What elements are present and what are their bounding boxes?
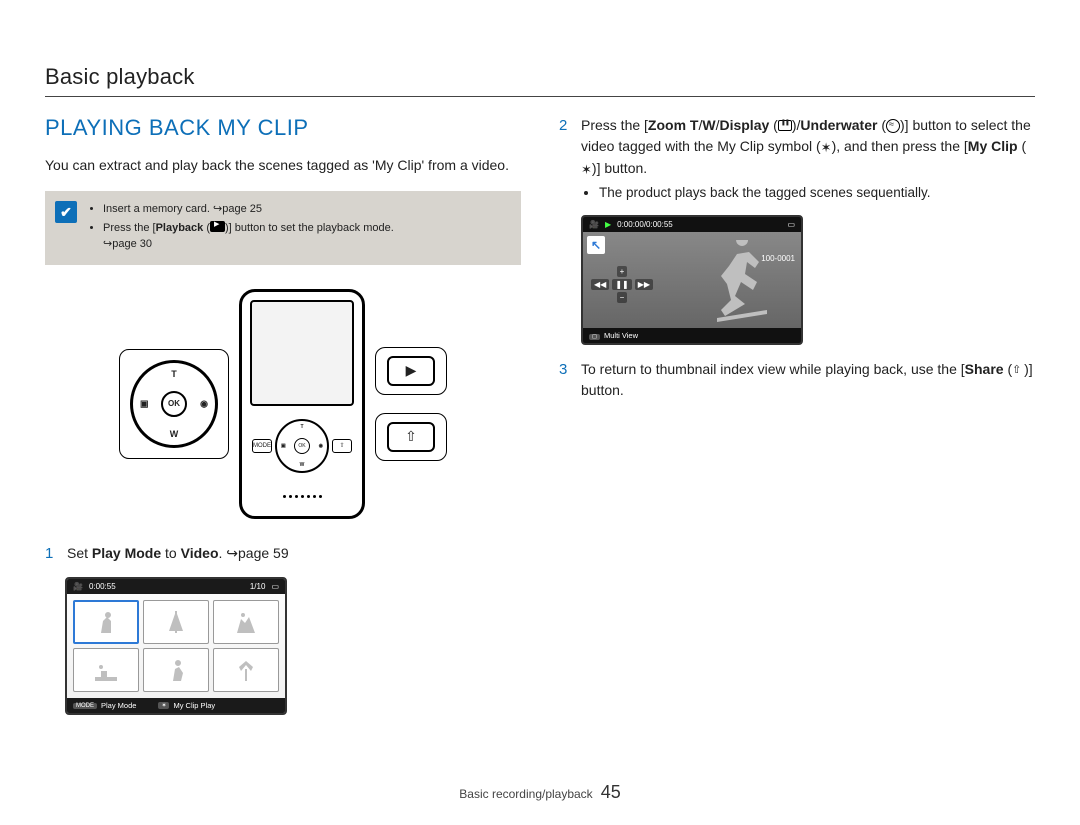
next-icon: ▶▶: [635, 279, 653, 290]
myclip-icon: ✶: [821, 138, 832, 158]
step-2: 2 Press the [Zoom T/W/Display ()/Underwa…: [559, 115, 1035, 203]
thumbnail: [143, 648, 209, 692]
underwater-icon: [886, 119, 900, 133]
share-icon: [1012, 364, 1024, 376]
lcd-playback-view: 🎥▶0:00:00/0:00:55 ▭ ↖ 100-0001 + ◀◀❚❚▶▶ …: [581, 215, 803, 345]
share-button-icon: ⇧: [332, 439, 352, 453]
right-column: 2 Press the [Zoom T/W/Display ()/Underwa…: [559, 115, 1035, 715]
mode-button-icon: MODE: [252, 439, 272, 453]
pause-icon: ❚❚: [612, 279, 631, 290]
dial-callout: T W ▣ ◉ OK: [119, 349, 229, 459]
thumbnail: [143, 600, 209, 644]
camcorder-device: MODE T W ▣ ◉ OK ⇧: [239, 289, 365, 519]
page-footer: Basic recording/playback45: [0, 782, 1080, 803]
lcd-thumbnail-view: 🎥0:00:55 1/10▭ MODEPlay Mode ✶My Clip Pl…: [65, 577, 287, 715]
zoom-plus-icon: +: [617, 266, 628, 277]
breadcrumb: Basic playback: [45, 64, 1035, 90]
display-icon: [778, 120, 792, 131]
thumbnail: [213, 600, 279, 644]
play-icon: ▶: [387, 356, 435, 386]
play-callout: ▶: [375, 347, 447, 395]
note-item: Insert a memory card. ↪page 25: [103, 201, 394, 218]
note-item: Press the [Playback ()] button to set th…: [103, 220, 394, 253]
share-callout: ⇧: [375, 413, 447, 461]
playback-controls: + ◀◀❚❚ ▶▶ −: [591, 266, 653, 303]
thumbnail: [73, 648, 139, 692]
prev-icon: ◀◀: [591, 279, 609, 290]
battery-icon: ▭: [787, 220, 795, 229]
skater-silhouette: [707, 240, 777, 322]
step-bullet: The product plays back the tagged scenes…: [599, 183, 1035, 203]
video-icon: 🎥: [73, 582, 83, 591]
step-1: 1 Set Play Mode to Video. ↪page 59: [45, 543, 521, 566]
thumbnail: [213, 648, 279, 692]
video-icon: 🎥: [589, 220, 599, 229]
myclip-icon: ✶: [581, 160, 592, 180]
device-illustration: T W ▣ ◉ OK MODE T W ▣: [45, 289, 521, 519]
note-box: ✔ Insert a memory card. ↪page 25 Press t…: [45, 191, 521, 265]
tag-icon: ↖: [587, 236, 605, 254]
step-3: 3 To return to thumbnail index view whil…: [559, 359, 1035, 401]
thumbnail: [73, 600, 139, 644]
left-column: PLAYING BACK MY CLIP You can extract and…: [45, 115, 521, 715]
header-rule: [45, 96, 1035, 97]
playback-icon: [210, 221, 225, 232]
intro-text: You can extract and play back the scenes…: [45, 155, 521, 175]
ok-button-icon: OK: [161, 391, 187, 417]
battery-icon: ▭: [271, 582, 279, 591]
share-icon: ⇧: [387, 422, 435, 452]
section-title: PLAYING BACK MY CLIP: [45, 115, 521, 141]
check-icon: ✔: [55, 201, 77, 223]
zoom-minus-icon: −: [617, 292, 628, 303]
